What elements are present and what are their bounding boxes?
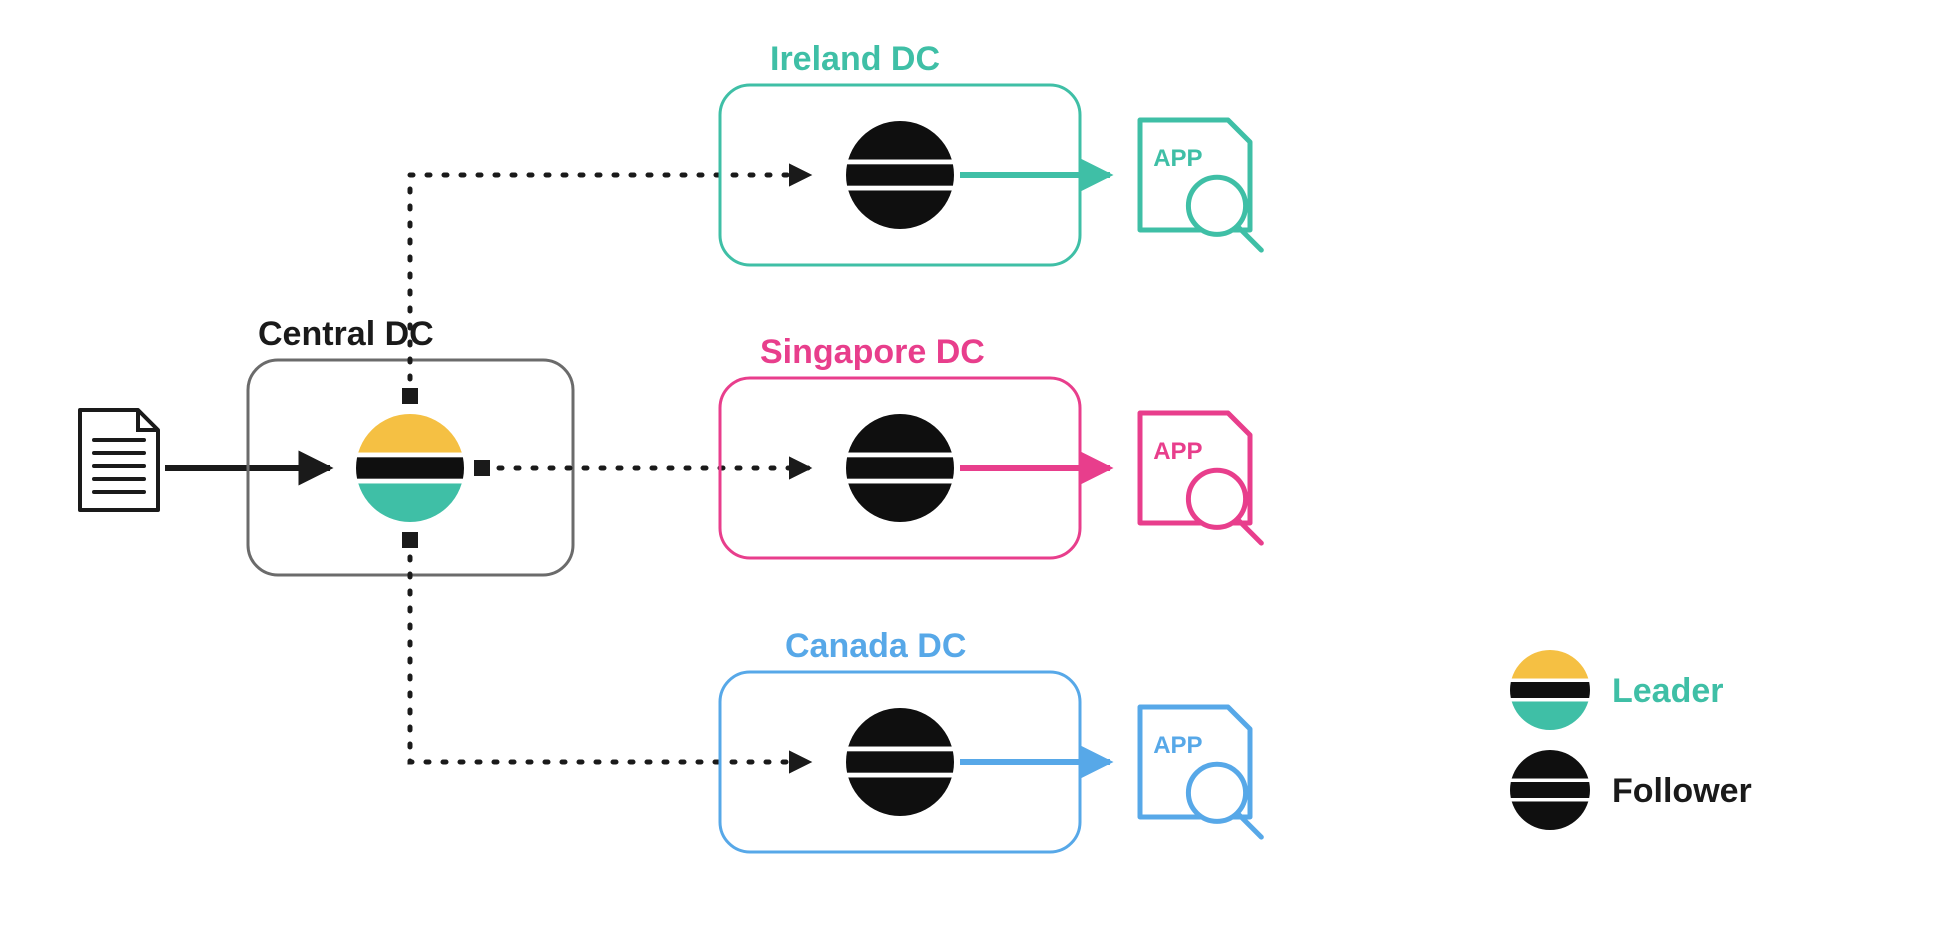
ireland-app-icon: APP bbox=[1140, 120, 1261, 250]
singapore-app-icon: APP bbox=[1140, 413, 1261, 543]
legend-follower-label: Follower bbox=[1612, 772, 1752, 810]
canada-app-icon: APP bbox=[1140, 707, 1261, 837]
singapore-dc-logo bbox=[846, 414, 954, 522]
central-dc-logo bbox=[356, 414, 464, 522]
route-central-ireland bbox=[410, 175, 810, 396]
legend-follower-logo bbox=[1510, 750, 1590, 830]
route-central-ireland-cap bbox=[402, 388, 418, 404]
app-label: APP bbox=[1153, 145, 1202, 172]
canada-dc-logo bbox=[846, 708, 954, 816]
ireland-dc-label: Ireland DC bbox=[770, 40, 940, 78]
document-icon bbox=[80, 410, 158, 510]
legend-leader-logo bbox=[1510, 650, 1590, 730]
route-central-singapore-cap bbox=[474, 460, 490, 476]
route-central-canada-cap bbox=[402, 532, 418, 548]
canada-dc-label: Canada DC bbox=[785, 627, 966, 665]
app-label: APP bbox=[1153, 438, 1202, 465]
central-dc-label: Central DC bbox=[258, 315, 434, 353]
ireland-dc-logo bbox=[846, 121, 954, 229]
singapore-dc-label: Singapore DC bbox=[760, 333, 985, 371]
app-label: APP bbox=[1153, 732, 1202, 759]
legend-leader-label: Leader bbox=[1612, 672, 1724, 710]
route-central-canada bbox=[410, 540, 810, 762]
